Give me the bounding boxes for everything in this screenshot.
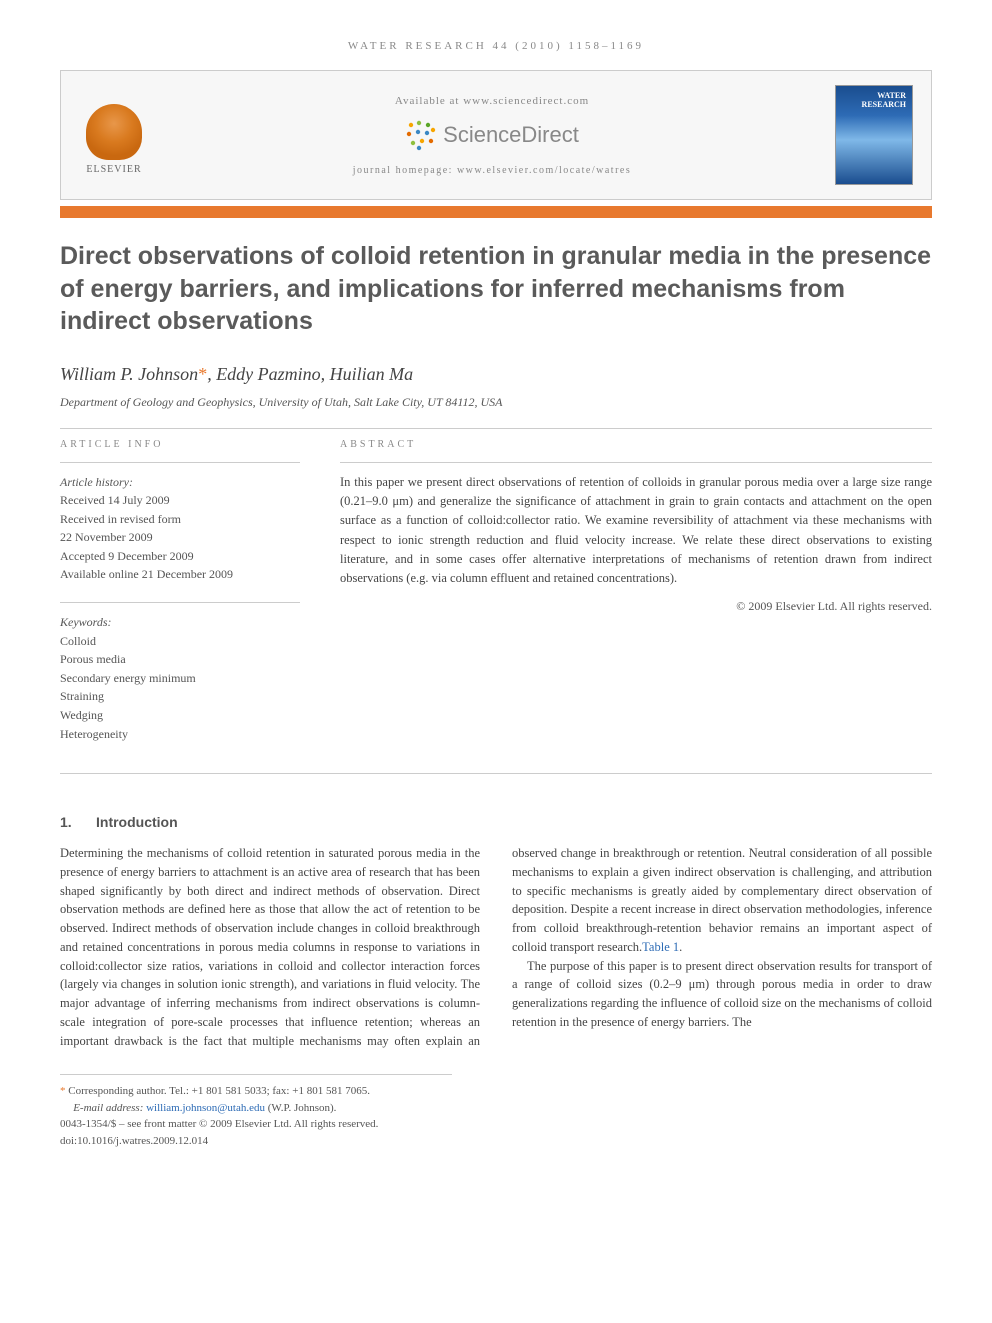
journal-cover: WATER RESEARCH	[835, 85, 913, 185]
footnotes: * Corresponding author. Tel.: +1 801 581…	[60, 1074, 452, 1149]
header-center: Available at www.sciencedirect.com Scien…	[149, 95, 835, 176]
footnote-star-icon: *	[60, 1085, 68, 1097]
history-label: Article history:	[60, 475, 133, 489]
keyword: Heterogeneity	[60, 727, 128, 741]
affiliation: Department of Geology and Geophysics, Un…	[60, 395, 932, 410]
section-title: Introduction	[96, 814, 178, 830]
online-date: Available online 21 December 2009	[60, 567, 233, 581]
keywords-label: Keywords:	[60, 615, 112, 629]
journal-homepage: journal homepage: www.elsevier.com/locat…	[169, 165, 815, 176]
article-info-col: ARTICLE INFO Article history: Received 1…	[60, 439, 300, 744]
revised-line2: 22 November 2009	[60, 530, 153, 544]
elsevier-logo: ELSEVIER	[79, 95, 149, 175]
corresponding-author: Corresponding author. Tel.: +1 801 581 5…	[68, 1085, 370, 1097]
divider	[60, 602, 300, 603]
body-p1: Determining the mechanisms of colloid re…	[60, 846, 480, 1029]
accent-bar	[60, 206, 932, 218]
abstract-copyright: © 2009 Elsevier Ltd. All rights reserved…	[340, 599, 932, 614]
front-matter: 0043-1354/$ – see front matter © 2009 El…	[60, 1116, 452, 1133]
divider	[60, 773, 932, 774]
sciencedirect-text: ScienceDirect	[443, 122, 579, 148]
doi: doi:10.1016/j.watres.2009.12.014	[60, 1133, 452, 1150]
keyword: Secondary energy minimum	[60, 671, 196, 685]
keyword: Straining	[60, 689, 104, 703]
email-label: E-mail address:	[73, 1102, 143, 1114]
meta-row: ARTICLE INFO Article history: Received 1…	[60, 439, 932, 744]
sciencedirect-dots-icon	[405, 119, 437, 151]
running-head: WATER RESEARCH 44 (2010) 1158–1169	[60, 40, 932, 52]
revised-line1: Received in revised form	[60, 512, 181, 526]
article-title: Direct observations of colloid retention…	[60, 240, 932, 338]
journal-cover-title: WATER RESEARCH	[862, 92, 906, 110]
abstract-text: In this paper we present direct observat…	[340, 473, 932, 589]
author-2: Eddy Pazmino	[216, 364, 320, 384]
article-history: Article history: Received 14 July 2009 R…	[60, 473, 300, 585]
body-p3: The purpose of this paper is to present …	[512, 957, 932, 1032]
body-p2b: .	[679, 940, 682, 954]
corresponding-star-icon: *	[198, 364, 207, 384]
accepted-date: Accepted 9 December 2009	[60, 549, 194, 563]
received-date: Received 14 July 2009	[60, 493, 170, 507]
authors-line: William P. Johnson*, Eddy Pazmino, Huili…	[60, 364, 932, 385]
article-info-label: ARTICLE INFO	[60, 439, 300, 450]
elsevier-label: ELSEVIER	[86, 164, 141, 175]
email-paren: (W.P. Johnson).	[268, 1102, 337, 1114]
section-number: 1.	[60, 814, 96, 830]
abstract-col: ABSTRACT In this paper we present direct…	[340, 439, 932, 744]
keyword: Porous media	[60, 652, 126, 666]
abstract-label: ABSTRACT	[340, 439, 932, 450]
sciencedirect-logo: ScienceDirect	[405, 119, 579, 151]
keywords: Keywords: Colloid Porous media Secondary…	[60, 613, 300, 743]
divider	[340, 462, 932, 463]
keyword: Colloid	[60, 634, 96, 648]
journal-header: ELSEVIER Available at www.sciencedirect.…	[60, 70, 932, 200]
divider	[60, 428, 932, 429]
email-link[interactable]: william.johnson@utah.edu	[146, 1102, 265, 1114]
divider	[60, 462, 300, 463]
author-1: William P. Johnson	[60, 364, 198, 384]
body-text: Determining the mechanisms of colloid re…	[60, 844, 932, 1050]
elsevier-tree-icon	[86, 104, 142, 160]
available-at: Available at www.sciencedirect.com	[169, 95, 815, 107]
keyword: Wedging	[60, 708, 103, 722]
table-link[interactable]: Table 1	[642, 940, 679, 954]
author-3: Huilian Ma	[330, 364, 414, 384]
section-heading: 1.Introduction	[60, 814, 932, 830]
body-section: 1.Introduction Determining the mechanism…	[60, 814, 932, 1050]
